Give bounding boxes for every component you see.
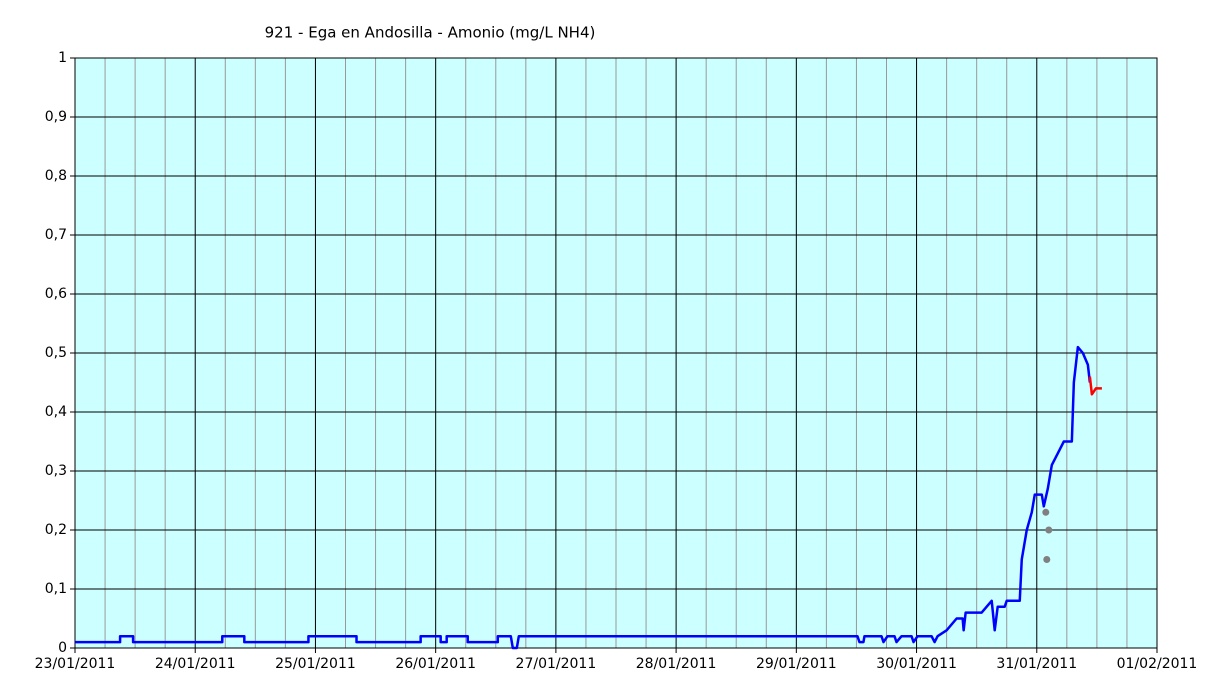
x-tick-label: 31/01/2011 [996, 656, 1077, 672]
data-point [1045, 526, 1053, 534]
y-tick-label: 0 [58, 640, 67, 656]
x-tick-label: 28/01/2011 [636, 656, 717, 672]
chart-title: 921 - Ega en Andosilla - Amonio (mg/L NH… [265, 24, 596, 42]
x-tick-label: 29/01/2011 [756, 656, 837, 672]
y-tick-label: 0,5 [45, 345, 67, 361]
y-tick-label: 0,9 [45, 109, 67, 125]
y-tick-label: 0,1 [45, 581, 67, 597]
x-tick-label: 24/01/2011 [155, 656, 236, 672]
data-line [75, 345, 1092, 650]
x-tick-label: 27/01/2011 [516, 656, 597, 672]
y-tick-label: 0,4 [45, 404, 67, 420]
data-point [1043, 556, 1051, 563]
plot-border [74, 57, 1158, 649]
y-tick-label: 0,8 [45, 168, 67, 184]
y-tick-label: 0,2 [45, 522, 67, 538]
y-tick-label: 0,3 [45, 463, 67, 479]
x-tick-label: 30/01/2011 [876, 656, 957, 672]
data-point [1042, 508, 1050, 516]
x-tick-label: 01/02/2011 [1117, 656, 1198, 672]
y-tick-label: 0,6 [45, 286, 67, 302]
y-tick-label: 1 [58, 50, 67, 66]
x-tick-label: 25/01/2011 [275, 656, 356, 672]
y-tick-label: 0,7 [45, 227, 67, 243]
x-tick-label: 26/01/2011 [395, 656, 476, 672]
x-tick-label: 23/01/2011 [35, 656, 116, 672]
data-line [1088, 376, 1102, 396]
